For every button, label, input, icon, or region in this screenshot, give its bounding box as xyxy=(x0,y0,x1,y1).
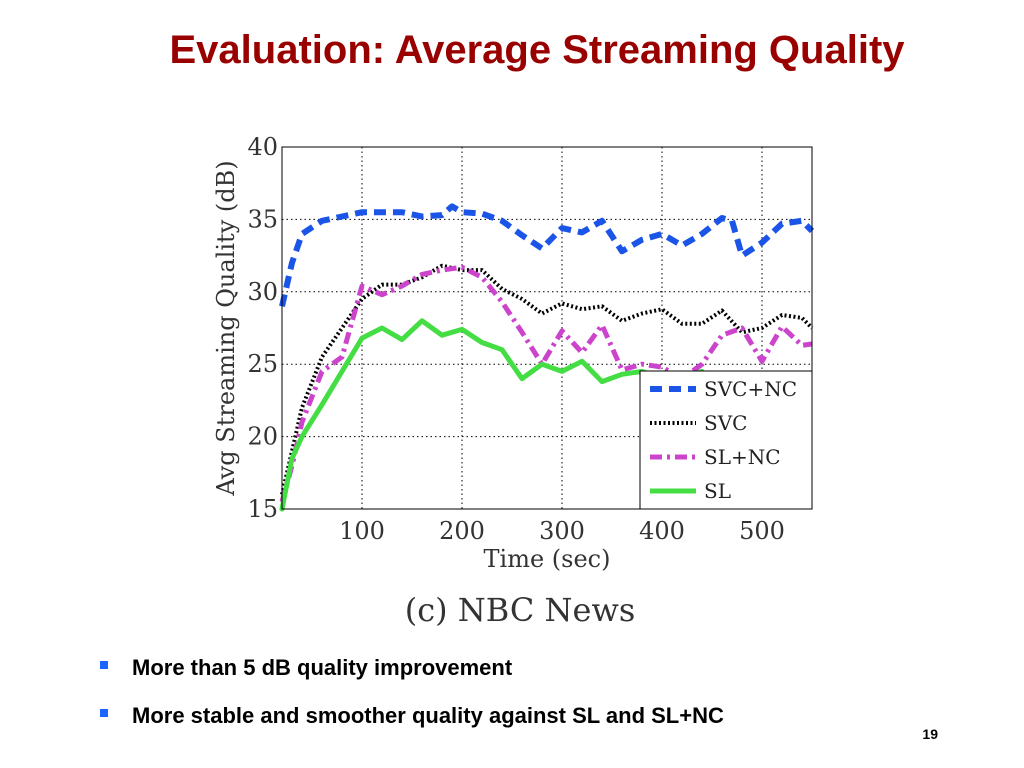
square-bullet-icon xyxy=(100,661,108,669)
bullet-text: More stable and smoother quality against… xyxy=(132,703,724,728)
plot-frame xyxy=(281,146,813,510)
legend: SVC+NC SVC SL+NC SL xyxy=(639,370,813,510)
x-axis-label: Time (sec) xyxy=(484,545,611,573)
series-layer xyxy=(279,203,815,512)
y-tick-label: 30 xyxy=(247,278,278,306)
legend-label: SL+NC xyxy=(704,445,781,469)
x-tick-label: 200 xyxy=(439,517,485,545)
series-line-svc-nc xyxy=(279,203,815,307)
chart-caption: (c) NBC News xyxy=(405,591,636,629)
chart-svg: 100 200 300 400 500 15 20 25 30 35 40 Time (sec) A… xyxy=(212,133,815,629)
bullet-text: More than 5 dB quality improvement xyxy=(132,655,513,680)
legend-label: SL xyxy=(704,479,731,503)
slide-title: Evaluation: Average Streaming Quality xyxy=(169,28,905,72)
bullet-list: More than 5 dB quality improvement More … xyxy=(100,644,724,740)
y-tick-label: 25 xyxy=(247,350,278,378)
page-number: 19 xyxy=(922,726,938,742)
square-bullet-icon xyxy=(100,709,108,717)
bullet-item: More stable and smoother quality against… xyxy=(100,692,724,740)
x-tick-label: 100 xyxy=(339,517,385,545)
legend-label: SVC xyxy=(704,411,747,435)
series-line-sl-nc xyxy=(279,264,813,503)
series-line-svc xyxy=(280,263,814,495)
legend-label: SVC+NC xyxy=(704,377,797,401)
x-tick-label: 500 xyxy=(739,517,785,545)
y-tick-label: 20 xyxy=(247,423,278,451)
series-line-sl xyxy=(279,318,705,512)
x-tick-label: 400 xyxy=(639,517,685,545)
legend-box xyxy=(639,370,813,510)
tick-labels: 100 200 300 400 500 15 20 25 30 35 40 xyxy=(247,133,785,545)
y-tick-label: 15 xyxy=(247,495,278,523)
y-axis-label: Avg Streaming Quality (dB) xyxy=(212,160,240,496)
chart: 100 200 300 400 500 15 20 25 30 35 40 Time (sec) A… xyxy=(200,133,840,635)
bullet-item: More than 5 dB quality improvement xyxy=(100,644,724,692)
y-tick-label: 40 xyxy=(247,135,278,161)
y-tick-label: 35 xyxy=(247,205,278,233)
x-tick-label: 300 xyxy=(539,517,585,545)
